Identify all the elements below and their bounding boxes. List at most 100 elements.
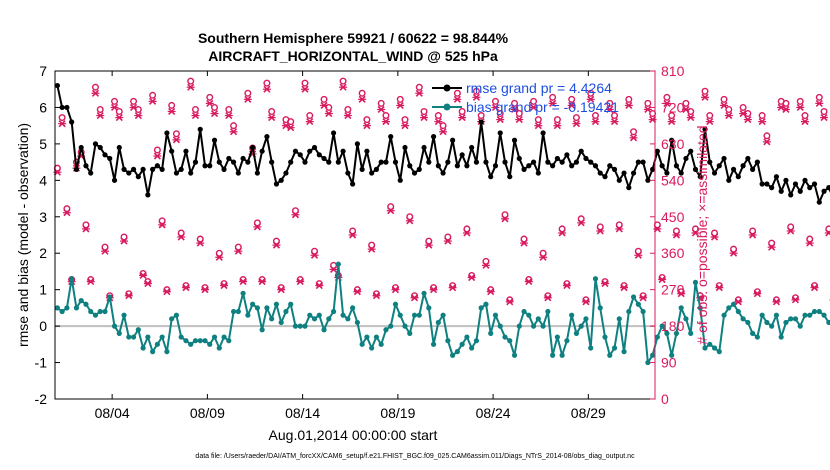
y-tick-label: 2	[39, 245, 47, 261]
bias-point	[69, 276, 75, 282]
bias-point	[645, 359, 651, 366]
possible-obs-marker	[801, 112, 809, 120]
bias-point	[307, 312, 313, 318]
possible-obs-marker	[120, 233, 128, 241]
bias-point	[159, 334, 165, 340]
possible-obs-marker	[234, 243, 242, 251]
assimilated-obs-marker	[429, 286, 438, 294]
y2-tick-label: 720	[661, 99, 685, 115]
possible-obs-marker	[272, 237, 280, 245]
bias-point	[750, 330, 756, 336]
rmse-point	[178, 166, 184, 172]
rmse-point	[707, 159, 713, 165]
bias-point	[311, 316, 318, 322]
assimilated-obs-marker	[520, 239, 529, 247]
assimilated-obs-marker	[343, 111, 352, 120]
bias-point	[669, 352, 675, 358]
assimilated-obs-marker	[96, 111, 105, 120]
assimilated-obs-marker	[467, 273, 476, 282]
y-tick-label: 7	[39, 63, 47, 79]
bias-point	[350, 305, 356, 311]
assimilated-obs-marker	[410, 294, 419, 302]
bias-point	[107, 294, 113, 300]
assimilated-obs-marker	[748, 231, 757, 239]
bias-point	[411, 312, 418, 318]
bias-point	[373, 334, 380, 340]
possible-obs-marker	[730, 245, 738, 253]
possible-obs-marker	[796, 97, 804, 105]
rmse-point	[711, 170, 718, 176]
assimilated-obs-marker	[277, 286, 286, 294]
rmse-point	[626, 185, 632, 191]
possible-obs-marker	[244, 89, 252, 97]
assimilated-obs-marker	[796, 103, 805, 112]
assimilated-obs-marker	[729, 249, 738, 257]
assimilated-obs-marker	[243, 95, 252, 103]
bias-point	[545, 308, 551, 315]
legend-bias-marker	[443, 103, 451, 111]
rmse-point	[211, 137, 218, 143]
rmse-point	[407, 163, 413, 169]
rmse-point	[802, 177, 808, 183]
bias-point	[369, 345, 375, 351]
x-axis-label: Aug.01,2014 00:00:00 start	[269, 427, 438, 443]
assimilated-obs-marker	[120, 237, 129, 245]
rmse-point	[821, 188, 827, 194]
bias-point	[521, 308, 527, 315]
rmse-point	[688, 148, 694, 154]
assimilated-obs-marker	[339, 83, 348, 91]
bias-point	[283, 308, 289, 315]
x-tick-label: 08/04	[95, 405, 130, 421]
rmse-point	[488, 174, 494, 180]
assimilated-obs-marker	[572, 120, 581, 128]
bias-point	[407, 330, 413, 336]
bias-point	[469, 345, 475, 351]
assimilated-obs-marker	[129, 103, 138, 112]
rmse-point	[764, 181, 770, 187]
assimilated-obs-marker	[553, 122, 562, 130]
bias-point	[116, 330, 122, 336]
assimilated-obs-marker	[615, 225, 624, 233]
rmse-point	[773, 174, 780, 180]
rmse-point	[92, 141, 99, 147]
bias-point	[150, 349, 156, 355]
possible-obs-marker	[415, 83, 423, 91]
bias-point	[364, 334, 370, 340]
bias-point	[426, 305, 432, 311]
y-tick-label: 6	[39, 99, 47, 115]
assimilated-obs-marker	[558, 229, 567, 237]
possible-obs-marker	[311, 247, 319, 255]
assimilated-obs-marker	[115, 114, 124, 122]
bias-point	[569, 312, 575, 318]
rmse-point	[516, 155, 522, 162]
rmse-point	[440, 170, 446, 176]
bias-point	[345, 316, 351, 322]
rmse-point	[545, 159, 551, 165]
y-tick-label: -2	[35, 391, 48, 407]
assimilated-obs-marker	[320, 101, 329, 109]
y-axis-label: rmse and bias (model - observation)	[15, 123, 31, 347]
bias-point	[216, 345, 222, 351]
rmse-point	[621, 170, 627, 176]
assimilated-obs-marker	[396, 101, 405, 109]
rmse-point	[354, 141, 360, 147]
chart-title: Southern Hemisphere 59921 / 60622 = 98.8…	[198, 30, 509, 46]
bias-point	[430, 341, 437, 347]
rmse-point	[245, 159, 251, 165]
assimilated-obs-marker	[205, 99, 214, 107]
assimilated-obs-marker	[634, 251, 643, 259]
bias-point	[497, 323, 503, 329]
possible-obs-marker	[172, 130, 180, 138]
possible-obs-marker	[577, 215, 585, 223]
possible-obs-marker	[230, 122, 238, 130]
rmse-point	[140, 166, 146, 172]
assimilated-obs-marker	[686, 114, 695, 122]
rmse-point	[283, 170, 289, 176]
rmse-point	[388, 134, 394, 140]
assimilated-obs-marker	[453, 95, 462, 103]
assimilated-obs-marker	[815, 99, 824, 107]
assimilated-obs-marker	[253, 223, 262, 231]
assimilated-obs-marker	[167, 107, 176, 116]
bias-point	[173, 312, 180, 318]
assimilated-obs-marker	[605, 105, 614, 114]
